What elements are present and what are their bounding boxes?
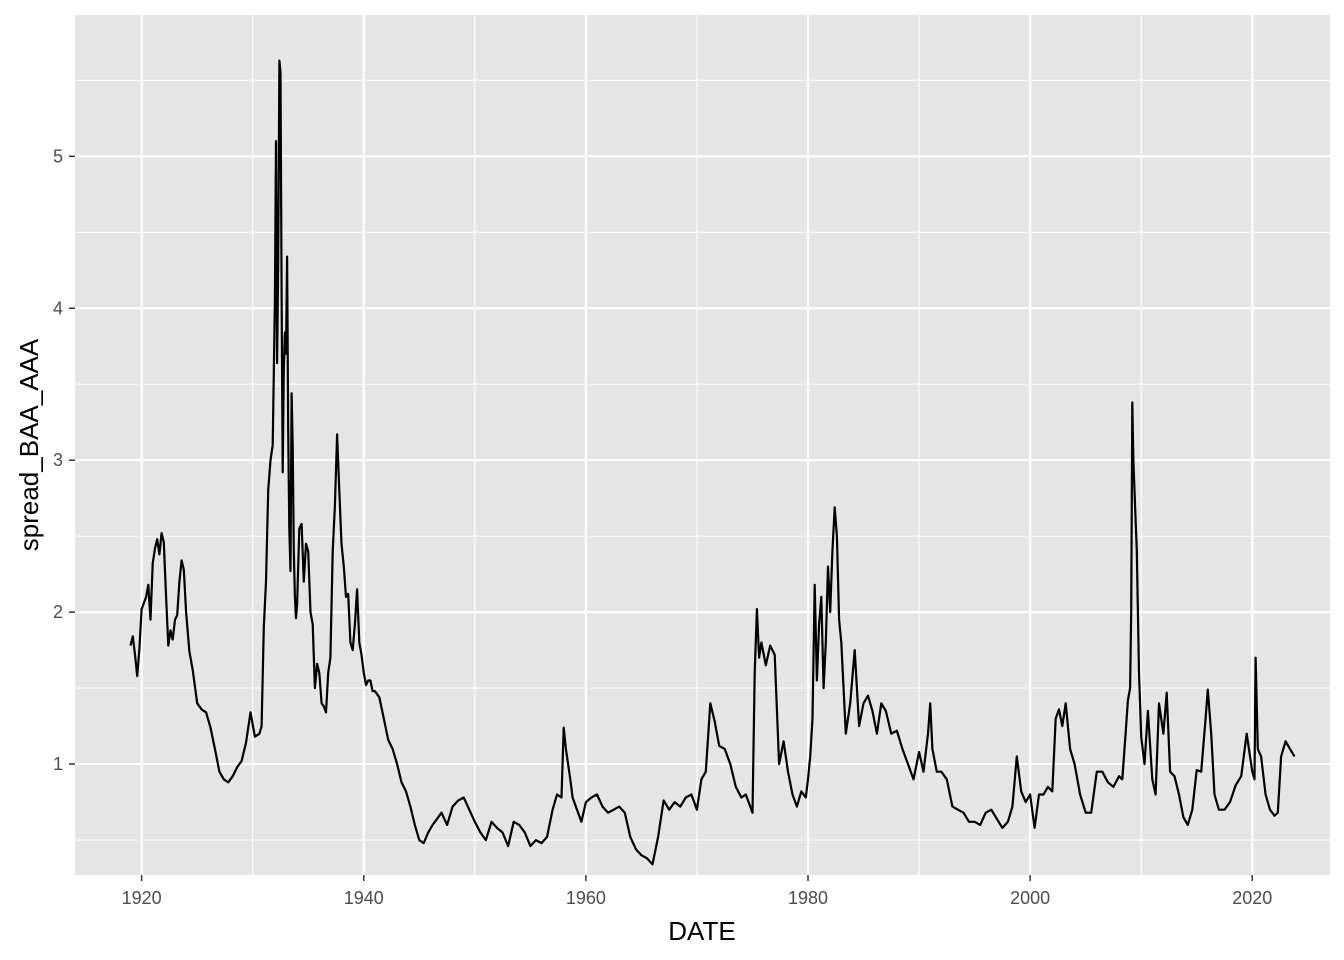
y-tick-label: 5 — [53, 146, 63, 166]
y-tick-label: 1 — [53, 754, 63, 774]
y-tick-label: 4 — [53, 298, 63, 318]
y-tick-label: 3 — [53, 450, 63, 470]
series-line-spread — [129, 59, 1296, 866]
x-axis: 1920 1940 1960 1980 2000 2020 — [122, 875, 1272, 908]
x-tick-label: 2020 — [1232, 888, 1272, 908]
y-axis: 1 2 3 4 5 — [53, 146, 75, 774]
plot-panel — [75, 15, 1330, 875]
y-axis-title: spread_BAA_AAA — [14, 338, 44, 551]
x-axis-title: DATE — [668, 916, 735, 946]
x-tick-label: 2000 — [1010, 888, 1050, 908]
x-tick-label: 1960 — [566, 888, 606, 908]
y-tick-label: 2 — [53, 602, 63, 622]
major-gridlines — [75, 15, 1330, 875]
x-tick-label: 1980 — [788, 888, 828, 908]
x-tick-label: 1920 — [122, 888, 162, 908]
x-tick-label: 1940 — [344, 888, 384, 908]
